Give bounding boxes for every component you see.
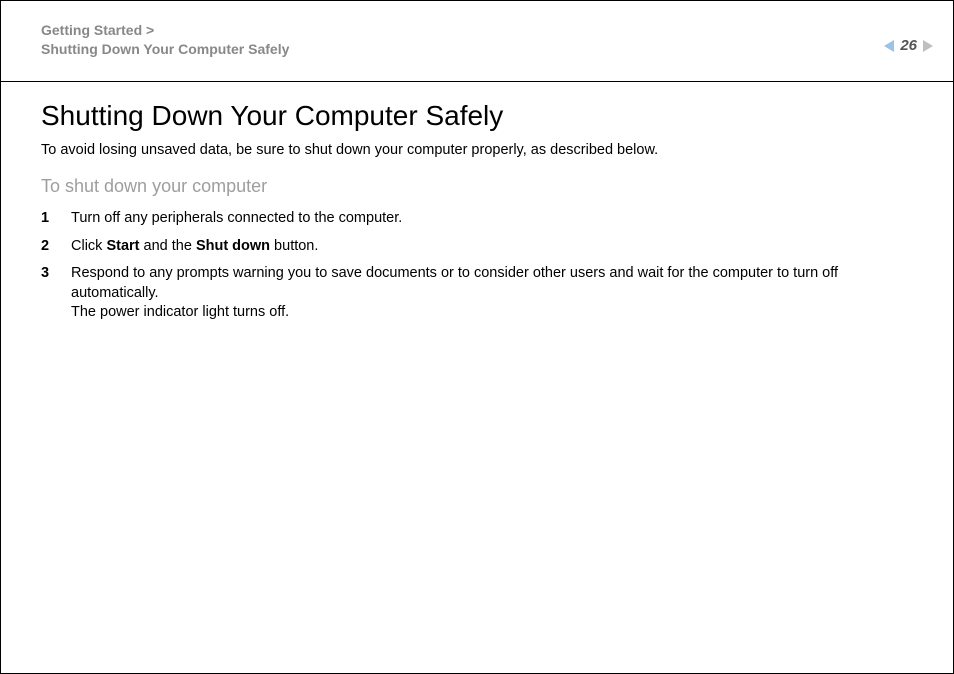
step-text: Respond to any prompts warning you to sa…	[71, 265, 838, 301]
next-page-icon[interactable]	[923, 40, 933, 52]
section-subheading: To shut down your computer	[41, 176, 913, 197]
step-item: 1 Turn off any peripherals connected to …	[41, 209, 913, 229]
step-text: Click Start and the Shut down button.	[71, 238, 318, 254]
page-number: 26	[898, 37, 919, 54]
prev-page-icon[interactable]	[884, 40, 894, 52]
step-bold: Shut down	[196, 238, 270, 254]
step-item: 3 Respond to any prompts warning you to …	[41, 264, 913, 323]
intro-paragraph: To avoid losing unsaved data, be sure to…	[41, 142, 913, 158]
step-bold: Start	[106, 238, 139, 254]
step-number: 3	[41, 264, 49, 284]
steps-list: 1 Turn off any peripherals connected to …	[41, 209, 913, 323]
document-page: Getting Started > Shutting Down Your Com…	[0, 0, 954, 674]
step-extra: The power indicator light turns off.	[71, 303, 913, 323]
step-text-part: Click	[71, 238, 106, 254]
page-title: Shutting Down Your Computer Safely	[41, 100, 913, 132]
step-number: 2	[41, 237, 49, 257]
breadcrumb-line2: Shutting Down Your Computer Safely	[41, 40, 289, 59]
step-text-part: and the	[140, 238, 196, 254]
step-item: 2 Click Start and the Shut down button.	[41, 237, 913, 257]
breadcrumb: Getting Started > Shutting Down Your Com…	[41, 21, 289, 59]
step-text-part: button.	[270, 238, 318, 254]
step-number: 1	[41, 209, 49, 229]
page-navigator: 26	[884, 37, 933, 54]
step-text: Turn off any peripherals connected to th…	[71, 210, 402, 226]
breadcrumb-line1: Getting Started >	[41, 22, 154, 38]
page-header: Getting Started > Shutting Down Your Com…	[1, 1, 953, 82]
page-content: Shutting Down Your Computer Safely To av…	[1, 82, 953, 323]
